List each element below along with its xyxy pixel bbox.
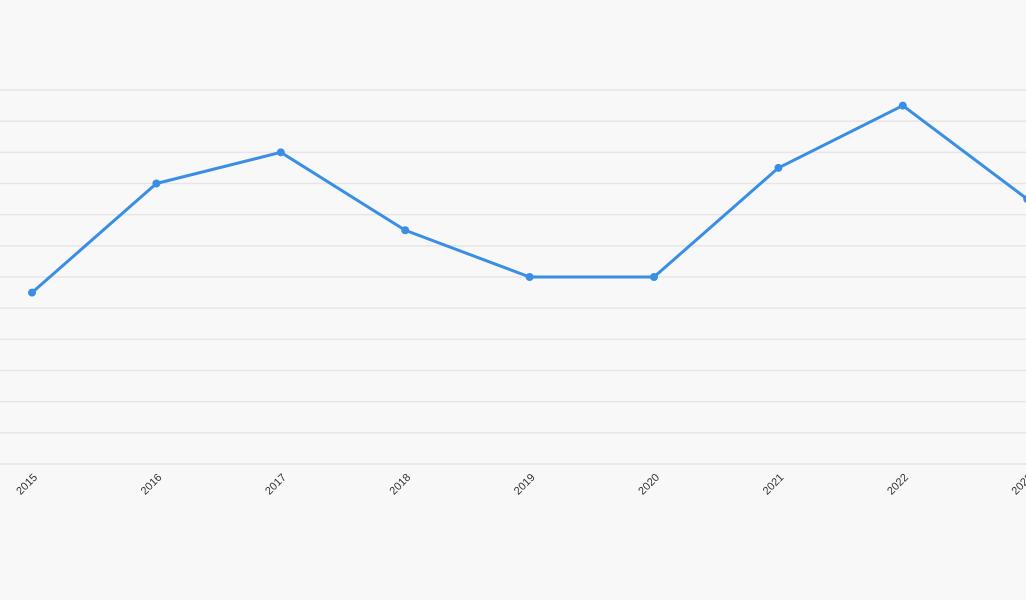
point bbox=[898, 101, 907, 110]
x-tick-label: 2023 bbox=[1010, 472, 1026, 498]
line bbox=[31, 104, 1026, 294]
point bbox=[650, 273, 658, 281]
x-tick-label: 2018 bbox=[388, 472, 414, 498]
x-tick-label: 2016 bbox=[139, 472, 165, 498]
point bbox=[774, 163, 783, 172]
point bbox=[28, 288, 36, 297]
x-tick-label: 2015 bbox=[14, 472, 40, 498]
x-tick-label: 2021 bbox=[761, 472, 787, 498]
x-tick-label: 2020 bbox=[636, 472, 662, 498]
x-tick-label: 2022 bbox=[885, 472, 911, 498]
point bbox=[1023, 195, 1026, 203]
point bbox=[152, 179, 161, 188]
x-tick-label: 2019 bbox=[512, 472, 538, 498]
point bbox=[401, 226, 410, 235]
point bbox=[525, 273, 534, 281]
x-tick-label: 2017 bbox=[263, 472, 289, 498]
point bbox=[276, 148, 285, 157]
